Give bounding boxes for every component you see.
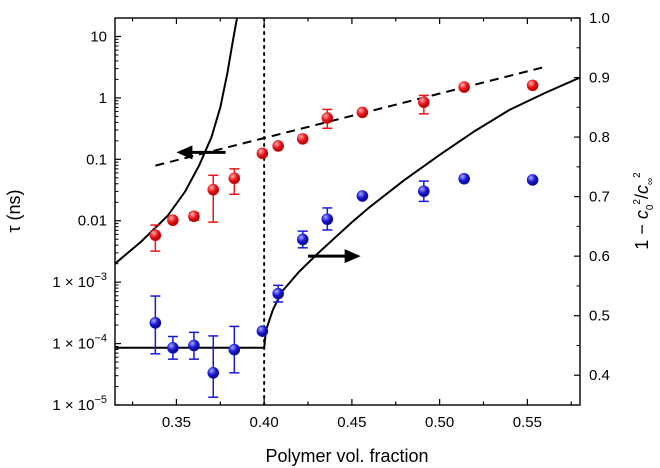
- data-point-left: [356, 106, 369, 119]
- x-tick-label: 0.40: [250, 414, 279, 431]
- data-point-left: [296, 133, 309, 145]
- data-point-right: [272, 287, 284, 300]
- y-left-tick-label: 0.1: [86, 151, 107, 168]
- error-bar: [208, 174, 219, 223]
- y-right-tick-label: 0.8: [589, 129, 610, 146]
- data-point-left: [188, 210, 200, 223]
- data-point-left: [272, 140, 284, 152]
- y-left-tick-label: 10: [90, 28, 107, 45]
- x-tick-label: 0.35: [162, 414, 191, 431]
- plot-frame: [114, 17, 581, 406]
- data-point-left: [167, 214, 179, 227]
- arrow-left-icon: [176, 145, 226, 160]
- y-left-tick-label: 1 × 10−5: [52, 394, 107, 414]
- y-right-tick-label: 0.5: [589, 308, 610, 325]
- arrow-right-icon: [308, 249, 361, 264]
- data-point-left: [418, 96, 430, 109]
- data-point-right: [149, 317, 162, 329]
- y-axis-right-title: 1 − c02/c∞2: [632, 172, 656, 250]
- y-right-tick-label: 0.4: [589, 367, 610, 384]
- data-point-left: [149, 229, 162, 242]
- data-point-right: [418, 185, 430, 198]
- data-point-right: [167, 342, 179, 354]
- data-point-right: [356, 190, 369, 202]
- y-right-tick-label: 0.7: [589, 189, 610, 206]
- data-point-left: [458, 81, 470, 93]
- data-point-right: [256, 325, 269, 337]
- x-tick-label: 0.45: [337, 414, 366, 431]
- svg-text:1 − c02/c∞2: 1 − c02/c∞2: [632, 172, 656, 250]
- y-left-tick-label: 1 × 10−4: [52, 333, 107, 353]
- data-point-right: [296, 233, 309, 246]
- fit-line-dashed-1: [155, 65, 546, 167]
- arrow-head: [176, 145, 193, 160]
- data-point-right: [526, 174, 539, 186]
- data-point-left: [228, 172, 241, 185]
- data-point-right: [458, 172, 470, 185]
- y-left-tick-label: 1 × 10−3: [52, 271, 107, 291]
- data-point-right: [228, 343, 241, 356]
- data-point-left: [256, 147, 269, 160]
- y-right-tick-label: 1.0: [589, 10, 610, 27]
- y-right-tick-label: 0.6: [589, 248, 610, 265]
- data-point-left: [207, 183, 220, 196]
- y-axis-left-title: τ (ns): [4, 189, 24, 232]
- y-left-tick-label: 0.01: [78, 213, 107, 230]
- data-point-right: [207, 367, 220, 379]
- x-tick-label: 0.50: [425, 414, 454, 431]
- data-point-left: [321, 112, 334, 124]
- data-point-right: [321, 213, 334, 226]
- data-point-right: [188, 339, 200, 352]
- y-right-tick-label: 0.9: [589, 70, 610, 87]
- fit-line-solid-3: [115, 76, 580, 349]
- data-point-left: [526, 79, 539, 92]
- error-bar: [208, 335, 219, 399]
- x-tick-label: 0.55: [513, 414, 542, 431]
- arrow-head: [344, 249, 361, 264]
- x-axis-title: Polymer vol. fraction: [265, 446, 428, 466]
- y-left-tick-label: 1: [99, 90, 107, 107]
- fit-line-solid-2: [115, 18, 238, 265]
